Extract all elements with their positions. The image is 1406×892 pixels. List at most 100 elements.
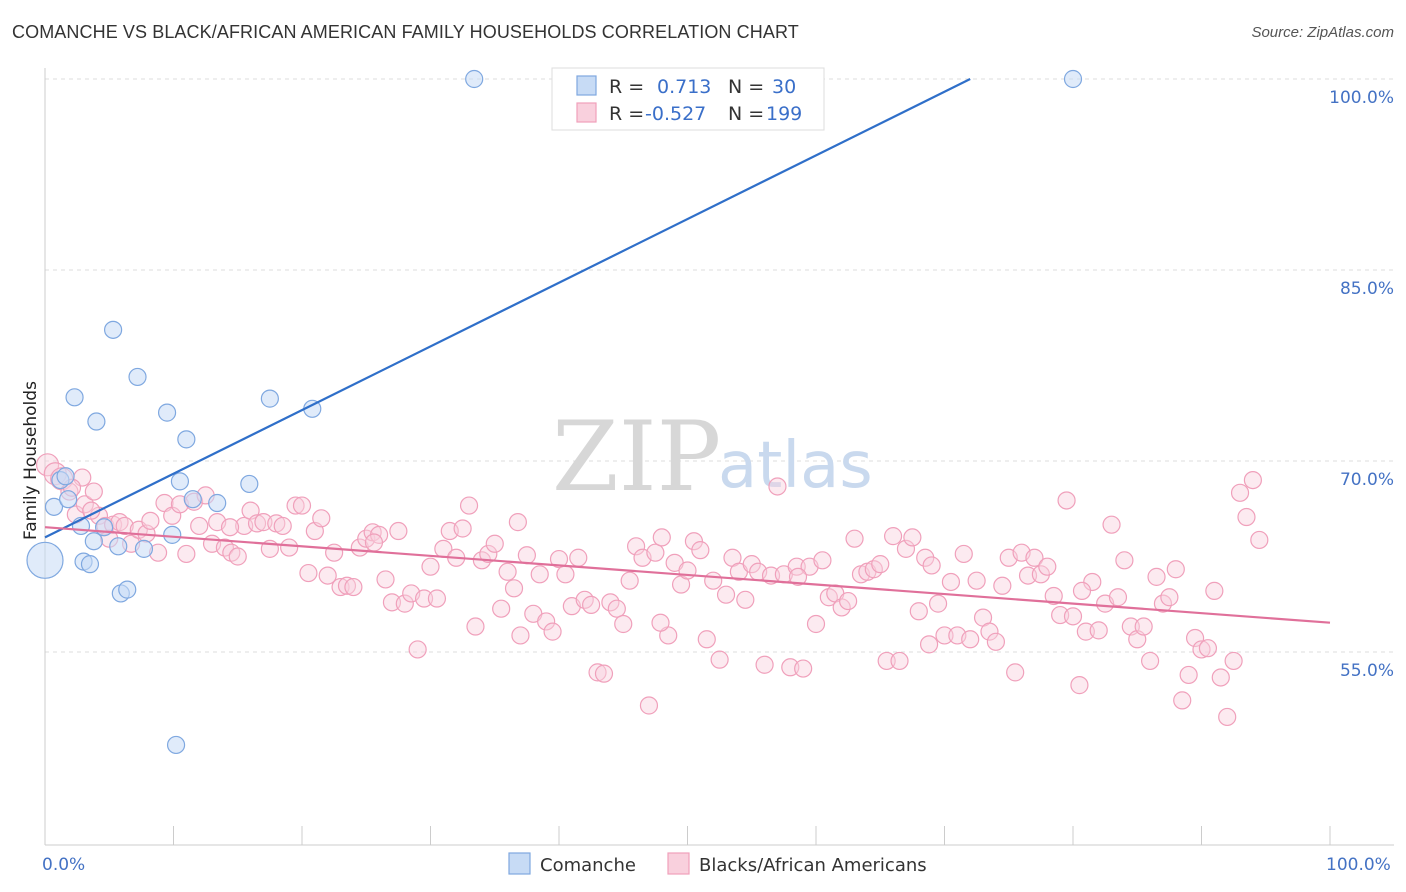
- point-1-102: [697, 630, 716, 649]
- x-tick-label-min: 0.0%: [42, 855, 85, 875]
- point-0-20: [166, 735, 186, 755]
- point-0-16: [128, 367, 147, 387]
- point-1-132: [890, 651, 909, 671]
- point-1-159: [1063, 607, 1083, 626]
- grid-lines: [45, 78, 1394, 653]
- point-1-64: [453, 519, 472, 538]
- point-1-165: [1102, 515, 1121, 534]
- point-1-183: [1218, 707, 1237, 727]
- bottom-legend-label-comanche: Comanche: [540, 855, 636, 876]
- y-tick-label-0: 55.0%: [1340, 661, 1394, 681]
- point-1-136: [916, 548, 935, 567]
- point-1-193: [508, 513, 527, 532]
- point-1-66: [466, 617, 485, 636]
- point-1-72: [504, 579, 524, 598]
- point-1-100: [684, 532, 704, 551]
- point-1-182: [1211, 668, 1230, 687]
- legend-r-label-1: R =: [609, 76, 644, 98]
- point-1-166: [1108, 588, 1128, 607]
- point-1-113: [768, 477, 787, 496]
- point-1-129: [871, 555, 890, 574]
- point-1-147: [986, 632, 1006, 651]
- point-1-78: [543, 622, 562, 641]
- point-1-79: [549, 549, 569, 569]
- point-0-19: [163, 525, 182, 544]
- point-1-144: [967, 571, 986, 590]
- point-0-8: [80, 555, 100, 574]
- legend-r-value-2: -0.527: [645, 103, 706, 125]
- point-1-125: [845, 529, 864, 548]
- point-1-73: [511, 626, 530, 645]
- legend-top: R = 0.713 N = 30 R = -0.527 N = 199: [551, 67, 825, 131]
- point-1-163: [1089, 621, 1108, 640]
- point-0-15: [118, 580, 137, 599]
- point-1-174: [1160, 588, 1179, 607]
- point-1-156: [1044, 586, 1063, 606]
- point-1-111: [755, 655, 774, 674]
- point-1-148: [993, 576, 1012, 595]
- point-1-150: [1006, 663, 1025, 682]
- point-1-101: [691, 541, 710, 560]
- point-1-131: [883, 527, 903, 546]
- axes: [44, 68, 1394, 846]
- point-1-95: [652, 528, 671, 547]
- point-1-158: [1057, 491, 1076, 510]
- point-1-37: [280, 538, 299, 557]
- point-1-70: [492, 599, 511, 618]
- y-tick-label-1: 70.0%: [1340, 470, 1394, 490]
- point-1-140: [941, 572, 961, 592]
- legend-bottom: Comanche Blacks/African Americans: [508, 852, 927, 876]
- point-0-17: [134, 539, 154, 558]
- point-1-54: [389, 521, 408, 541]
- point-1-157: [1051, 605, 1070, 625]
- point-1-133: [896, 539, 916, 558]
- point-1-188: [1250, 530, 1269, 550]
- legend-box: [551, 67, 825, 131]
- point-1-138: [928, 594, 948, 613]
- point-1-124: [839, 591, 858, 611]
- point-0-1: [44, 497, 64, 516]
- point-1-146: [980, 622, 999, 641]
- bottom-legend-swatch-black: [667, 852, 690, 875]
- y-axis-label: Family Households: [21, 381, 41, 540]
- point-0-11: [95, 518, 114, 537]
- point-1-7: [84, 482, 103, 501]
- point-1-120: [813, 551, 832, 570]
- watermark-zip: ZIP: [552, 401, 721, 513]
- point-1-167: [1115, 551, 1134, 570]
- point-1-160: [1070, 676, 1089, 695]
- point-1-86: [594, 664, 614, 683]
- point-1-179: [1192, 640, 1211, 659]
- point-1-109: [742, 555, 761, 574]
- point-1-12: [115, 516, 134, 536]
- point-1-155: [1038, 557, 1057, 576]
- legend-n-value-1: 30: [772, 76, 796, 98]
- point-1-59: [421, 557, 440, 576]
- point-1-104: [710, 650, 729, 669]
- legend-r-label-2: R =: [609, 103, 644, 125]
- point-0-23: [183, 490, 202, 509]
- point-0-10: [87, 412, 106, 431]
- legend-r-value-1: 0.713: [657, 76, 711, 98]
- point-1-42: [312, 509, 331, 528]
- point-1-71: [498, 562, 517, 581]
- point-1-187: [1243, 471, 1263, 490]
- point-1-119: [806, 614, 826, 634]
- legend-n-label-1: N =: [728, 76, 764, 98]
- point-1-68: [479, 544, 498, 564]
- point-1-46: [337, 576, 357, 595]
- y-tick-label-2: 85.0%: [1340, 279, 1394, 299]
- point-1-192: [651, 613, 670, 632]
- point-1-44: [325, 543, 344, 562]
- point-1-39: [292, 496, 312, 515]
- point-0-5: [65, 388, 84, 407]
- legend-swatch-black: [576, 102, 597, 123]
- y-tick-labels: 55.0% 70.0% 85.0% 100.0%: [1329, 88, 1394, 681]
- point-1-175: [1166, 560, 1185, 579]
- point-1-172: [1147, 567, 1166, 586]
- point-1-57: [408, 640, 427, 659]
- point-1-90: [620, 571, 639, 590]
- point-1-76: [530, 565, 549, 584]
- point-0-29: [1063, 69, 1083, 89]
